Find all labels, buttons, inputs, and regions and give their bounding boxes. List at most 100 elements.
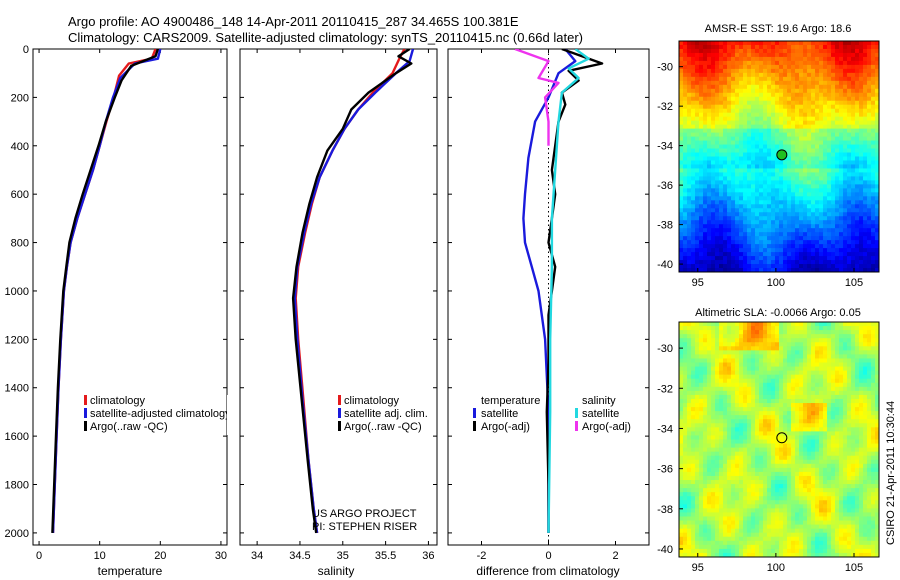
difference-legend-label-3: Argo(-adj) [582, 421, 631, 433]
salinity-legend-label-0: climatology [344, 395, 400, 407]
temperature-xtick-label-0: 0 [36, 550, 42, 562]
sst-map-frame [678, 40, 880, 273]
sla-map-frame [678, 321, 880, 558]
temperature-ytick-label-9: 1800 [5, 480, 29, 492]
difference-panel: -2 0 2 difference from climatology tempera… [447, 48, 650, 578]
sla-map-xtick-label-2: 105 [845, 562, 863, 574]
sst-map-panel: AMSR-E SST: 19.6 Argo: 18.6 95 100 105 -30 -… [657, 23, 880, 289]
temperature-axes-box [32, 48, 228, 546]
difference-legend-label-2: satellite [582, 408, 619, 420]
temperature-legend-label-0: climatology [90, 395, 146, 407]
sla-map-panel: Altimetric SLA: -0.0066 Argo: 0.05 95 100… [657, 307, 880, 574]
sla-map-title: Altimetric SLA: -0.0066 Argo: 0.05 [695, 307, 861, 319]
difference-series [514, 49, 604, 533]
sst-map-xtick-label-2: 105 [845, 277, 863, 289]
temperature-legend: climatology satellite-adjusted climatolo… [84, 395, 231, 433]
salinity-xtick-label-4: 36 [422, 550, 434, 562]
difference-ticks: -2 0 2 [448, 48, 649, 562]
sla-map-ytick-label-0: -30 [657, 343, 673, 355]
temperature-panel: 0 10 20 30 0 200 400 600 800 1000 1200 1400 1600 1800… [5, 44, 239, 578]
sla-map-grid [679, 322, 879, 557]
sst-map-grid [679, 41, 879, 272]
sla-argo-location-marker [776, 432, 788, 444]
sla-map-xtick-label-1: 100 [767, 562, 785, 574]
difference-legend-label-0: satellite [481, 408, 518, 420]
difference-series-2 [547, 49, 590, 533]
salinity-series-2 [291, 49, 413, 534]
sla-map-ytick-label-5: -40 [657, 544, 673, 556]
salinity-legend-swatch-0 [338, 395, 341, 405]
difference-series-3 [514, 49, 560, 146]
difference-xtick-label-2: 2 [612, 550, 618, 562]
temperature-ytick-label-7: 1400 [5, 383, 29, 395]
sst-map-ticks: 95 100 105 -30 -32 -34 -36 -38 -40 [657, 62, 863, 289]
sst-map-ytick-label-0: -30 [657, 62, 673, 74]
temperature-series-2 [51, 49, 160, 533]
temperature-legend-swatch-1 [84, 408, 87, 418]
difference-legend-swatch-1 [473, 421, 476, 431]
temperature-legend-swatch-0 [84, 395, 87, 405]
temperature-ytick-label-5: 1000 [5, 286, 29, 298]
temperature-ytick-label-10: 2000 [5, 528, 29, 540]
difference-xtick-label-1: 0 [545, 550, 551, 562]
salinity-legend: climatology satellite adj. clim. Argo(..… [338, 395, 428, 433]
difference-legend-label-1: Argo(-adj) [481, 421, 530, 433]
salinity-ticks: 34 34.5 35 35.5 36 [240, 48, 437, 562]
salinity-panel: 34 34.5 35 35.5 36 salinity climatology sate… [239, 48, 438, 578]
temperature-ytick-label-3: 600 [11, 189, 29, 201]
sst-argo-location-marker [776, 149, 788, 161]
difference-xlabel: difference from climatology [476, 564, 619, 578]
figure-title-line1: Argo profile: AO 4900486_148 14-Apr-2011… [68, 14, 519, 29]
sla-map-xtick-label-0: 95 [692, 562, 704, 574]
difference-series-0 [522, 49, 577, 533]
difference-legend-swatch-3 [575, 421, 578, 431]
sst-map-ytick-label-4: -38 [657, 220, 673, 232]
sst-map-xtick-label-0: 95 [692, 277, 704, 289]
salinity-legend-swatch-2 [338, 421, 341, 431]
difference-legend-swatch-0 [473, 408, 476, 418]
sla-map-ytick-label-3: -36 [657, 464, 673, 476]
salinity-xtick-label-3: 35.5 [375, 550, 396, 562]
difference-legend-sal-title: salinity [582, 395, 616, 407]
figure-title-line2: Climatology: CARS2009. Satellite-adjuste… [68, 30, 583, 45]
sst-map-ytick-label-1: -32 [657, 101, 673, 113]
temperature-ytick-label-4: 800 [11, 238, 29, 250]
sla-map-ytick-label-2: -34 [657, 423, 673, 435]
sla-map-ticks: 95 100 105 -30 -32 -34 -36 -38 -40 [657, 343, 863, 574]
temperature-ticks: 0 10 20 30 0 200 400 600 800 1000 1200 1400 1600 1800… [5, 44, 228, 562]
sst-map-ytick-label-2: -34 [657, 141, 673, 153]
salinity-legend-swatch-1 [338, 408, 341, 418]
salinity-legend-label-1: satellite adj. clim. [344, 408, 428, 420]
temperature-series [51, 49, 162, 533]
pi-credit: PI: STEPHEN RISER [312, 521, 417, 533]
temperature-xlabel: temperature [98, 564, 163, 578]
temperature-legend-label-2: Argo(..raw -QC) [90, 421, 168, 433]
sst-map-xtick-label-1: 100 [767, 277, 785, 289]
sst-map-ytick-label-3: -36 [657, 180, 673, 192]
difference-legend: temperature salinity satellite Argo(-adj… [473, 395, 631, 433]
temperature-ytick-label-8: 1600 [5, 431, 29, 443]
temperature-ytick-label-0: 0 [23, 44, 29, 56]
temperature-ytick-label-6: 1200 [5, 334, 29, 346]
salinity-axes-box [239, 48, 438, 546]
salinity-xtick-label-2: 35 [337, 550, 349, 562]
sla-map-ytick-label-4: -38 [657, 504, 673, 516]
sla-map-ytick-label-1: -32 [657, 383, 673, 395]
salinity-xlabel: salinity [318, 564, 355, 578]
salinity-xtick-label-0: 34 [251, 550, 263, 562]
temperature-xtick-label-1: 10 [94, 550, 106, 562]
difference-legend-temp-title: temperature [481, 395, 540, 407]
salinity-xtick-label-1: 34.5 [289, 550, 310, 562]
timestamp-stamp: CSIRO 21-Apr-2011 10:30:44 [885, 401, 897, 545]
temperature-legend-label-1: satellite-adjusted climatology [90, 408, 231, 420]
difference-xtick-label-0: -2 [477, 550, 487, 562]
temperature-legend-swatch-2 [84, 421, 87, 431]
salinity-legend-label-2: Argo(..raw -QC) [344, 421, 422, 433]
temperature-xtick-label-3: 30 [215, 550, 227, 562]
sst-map-ytick-label-5: -40 [657, 259, 673, 271]
difference-legend-swatch-2 [575, 408, 578, 418]
project-credit: US ARGO PROJECT [312, 508, 417, 520]
temperature-ytick-label-2: 400 [11, 141, 29, 153]
sst-map-title: AMSR-E SST: 19.6 Argo: 18.6 [705, 23, 852, 35]
